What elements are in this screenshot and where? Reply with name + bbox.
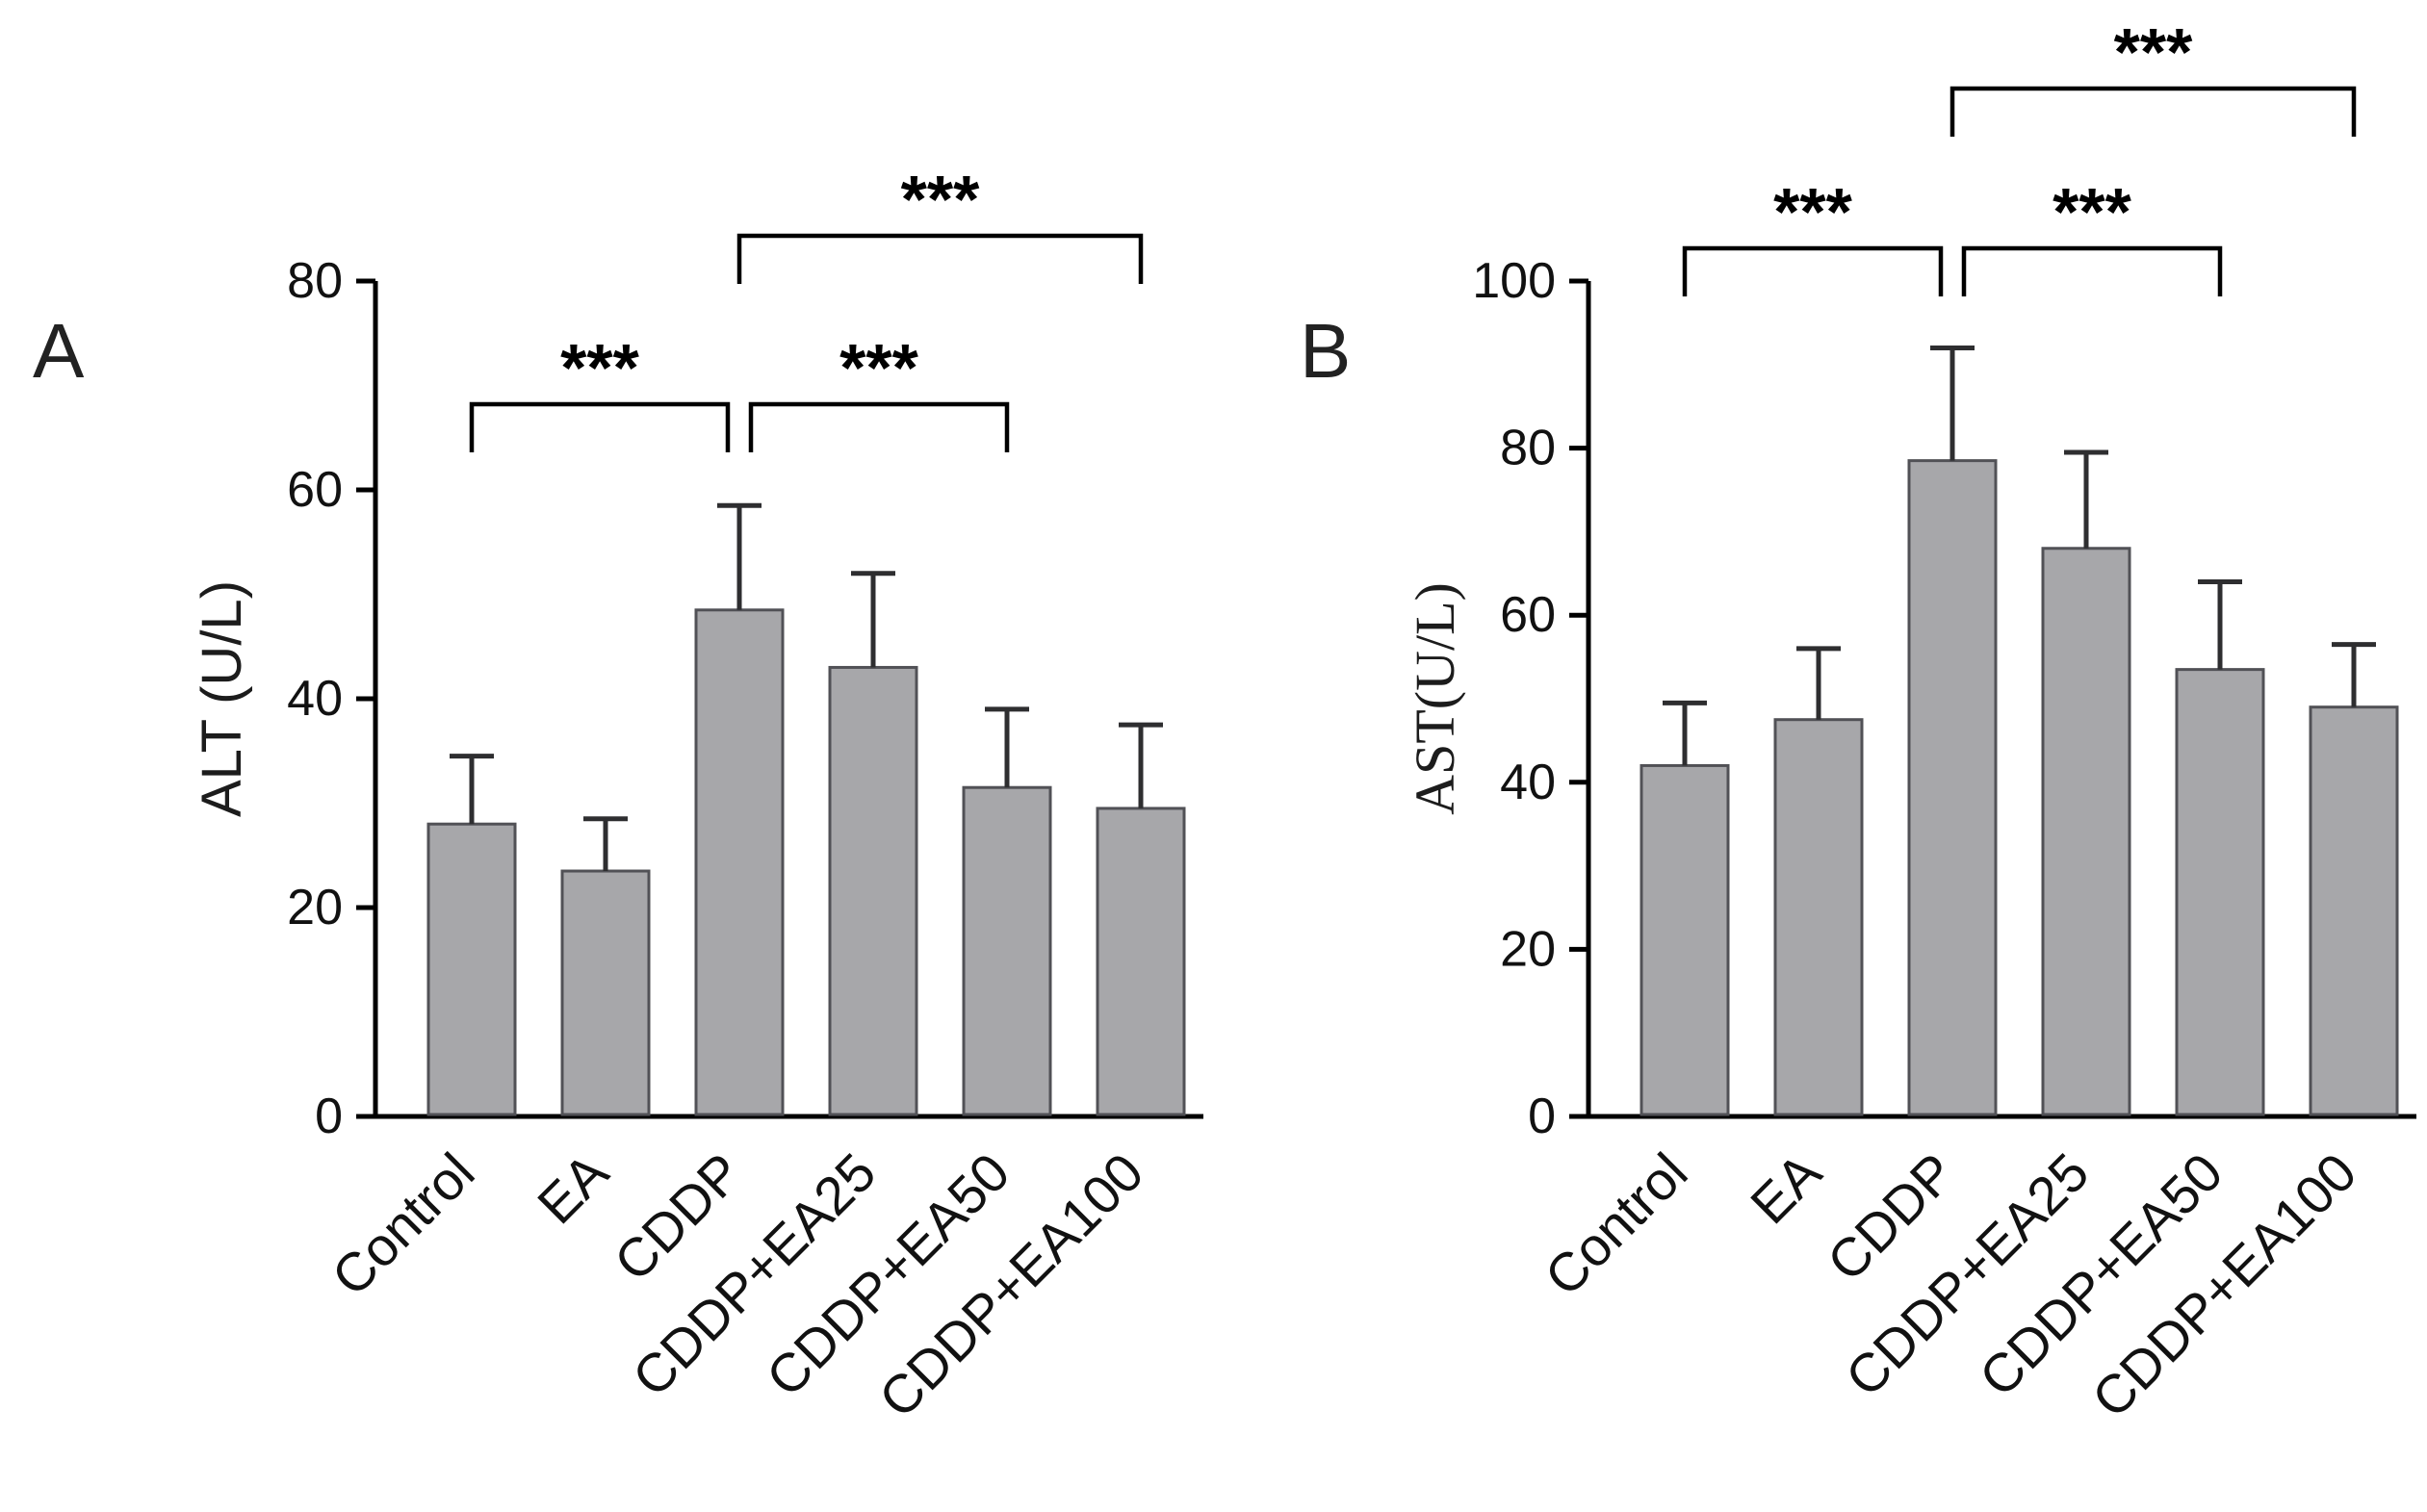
y-tick-label: 60 [1500,587,1556,643]
x-category-label: EA [1739,1140,1833,1235]
x-category-label: EA [526,1140,620,1235]
y-axis-label: ALT (U/L) [191,580,253,817]
y-axis-label: AST(U/L) [1404,582,1466,815]
significance-stars: *** [2114,14,2193,90]
significance-bracket [1961,245,2223,296]
panel-letter: A [33,308,85,394]
y-tick-label: 40 [1500,755,1556,810]
bar-EA [1773,718,1864,1116]
bar-CDDP [1907,459,1998,1116]
y-tick-label: 60 [287,462,343,518]
significance-stars: *** [901,162,980,237]
bar-Control [1640,763,1730,1116]
y-tick-label: 80 [1500,421,1556,476]
y-tick-label: 20 [1500,921,1556,977]
significance-stars: *** [2053,174,2131,249]
bar-CDDP+EA25 [2041,547,2131,1116]
significance-bracket [748,401,1010,452]
y-tick-label: 80 [287,253,343,309]
y-tick-label: 0 [1528,1089,1556,1144]
y-tick-label: 20 [287,880,343,935]
significance-bracket [736,233,1144,284]
bar-Control [426,822,517,1116]
significance-stars: *** [560,330,639,405]
bar-CDDP+EA50 [962,785,1052,1116]
significance-stars: *** [1773,174,1852,249]
bar-CDDP+EA25 [828,665,918,1116]
bar-CDDP+EA50 [2175,668,2265,1116]
significance-stars: *** [839,330,918,405]
panel-letter: B [1300,308,1351,394]
significance-bracket [1682,245,1944,296]
significance-bracket [1949,86,2357,137]
y-tick-label: 40 [287,671,343,727]
bar-CDDP+EA100 [2309,705,2399,1116]
panel-b: B AST(U/L) 0 20 40 60 80 100 Control EA CDDP CDDP+E… [1213,0,2426,1512]
y-tick-label: 100 [1472,253,1556,309]
panel-a: A ALT (U/L) 0 20 40 60 80 Control EA CDDP CDDP+EA2… [0,0,1213,1512]
y-tick-label: 0 [315,1089,343,1144]
bar-CDDP [694,608,785,1116]
significance-bracket [469,401,731,452]
bar-CDDP+EA100 [1096,807,1186,1116]
bar-EA [560,869,651,1116]
x-category-label: Control [1533,1141,1698,1307]
x-category-label: Control [320,1141,485,1307]
